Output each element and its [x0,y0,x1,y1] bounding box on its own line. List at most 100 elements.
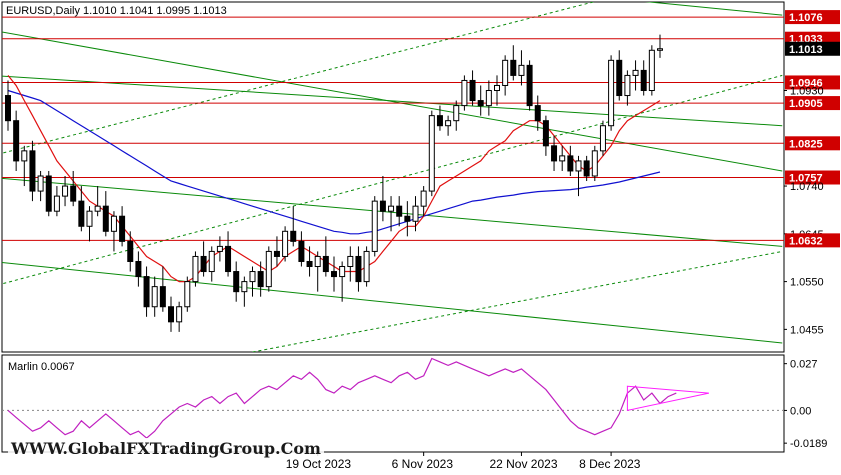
level-price-tag [785,233,840,248]
candle-body [184,281,191,308]
candle [249,266,256,297]
candle-body [379,200,386,212]
candle [192,251,199,287]
candle-body [143,276,150,308]
candle [355,246,362,292]
candle-body [599,125,606,152]
candle [37,170,44,202]
x-tick-label: 6 Nov 2023 [392,457,454,471]
candle-body [290,230,297,242]
candle [306,246,313,277]
candle [583,155,590,182]
candle [371,196,378,257]
candle-body [657,48,663,51]
candle-body [159,286,166,308]
candle-body [102,205,109,232]
indicator-y-tick-label: -0.0189 [790,438,827,450]
candle-body [331,271,337,278]
candle [469,70,476,106]
candle-body [510,59,517,76]
candle-body [273,250,280,257]
candle-body [355,255,362,283]
candle [428,110,435,197]
candle-body [428,115,435,192]
candle-body [632,69,639,76]
candle-body [347,255,354,268]
candle-body [591,150,598,177]
candle [339,261,346,302]
level-price-tag [785,136,840,151]
y-tick-label: 1.1013 [789,44,823,56]
candle [290,206,297,247]
candle [420,186,427,217]
candle [502,55,509,96]
candle-body [62,185,69,197]
candle [551,135,558,171]
candle-body [135,260,142,278]
candle [282,226,289,262]
candle [412,196,419,232]
x-tick-label: 8 Dec 2023 [579,457,641,471]
candle-body [551,145,558,162]
candle-body [371,200,378,252]
y-tick-label: 1.0455 [790,324,824,336]
channel-line-3 [2,177,783,247]
candle-body [249,271,256,283]
candle [591,145,598,182]
y-tick-label: 1.0905 [789,98,823,110]
candle-body [192,255,199,283]
watermark-text: WWW.GlobalFXTradingGroup.Com [8,438,324,459]
candle-body [412,205,419,222]
candle-body [469,79,476,102]
candle [21,145,28,187]
candle [404,201,411,237]
candle-body [176,306,183,323]
candle-body [225,245,232,273]
candle-body [388,205,395,212]
indicator-title: Marlin 0.0067 [8,361,75,373]
candle [485,80,492,116]
candle-body [78,200,85,227]
candle [127,231,134,272]
candle [208,246,215,282]
y-tick-label: 1.0740 [790,181,824,193]
candle-body [168,306,174,323]
y-tick-label: 1.0632 [789,235,823,247]
candle-body [298,240,305,262]
candle [542,115,549,156]
chart-header-text: EURUSD,Daily 1.1010 1.1041 1.0995 1.1013 [6,5,227,17]
candle [322,236,329,277]
candle [298,231,305,267]
y-tick-label: 1.0946 [789,77,823,89]
main-price-panel [1,1,785,353]
candle [119,206,126,247]
candle-body [282,230,289,257]
candle-body [119,215,126,242]
candle-body [233,271,240,293]
candle-body [208,250,215,273]
candle-body [21,150,28,162]
channel-line-4 [2,262,783,344]
candle [599,120,606,156]
candle-body [322,255,329,273]
candle-body [70,185,77,202]
y-tick-label: 1.0930 [790,86,824,98]
candle-body [445,120,452,127]
candle-body [567,155,574,172]
candle [5,80,11,131]
candle [559,145,566,171]
candle-body [526,64,533,107]
level-price-tag [785,75,840,90]
indicator-plot-area [2,357,784,439]
candle-body [94,205,101,212]
candle [45,170,52,217]
candle [331,256,337,292]
candle-body [151,286,158,308]
level-price-tag [785,96,840,111]
candle-body [608,59,615,127]
candle [518,50,525,86]
marlin-line [7,357,677,439]
candle-body [648,49,655,92]
candle-body [29,150,36,192]
candle [216,236,223,262]
